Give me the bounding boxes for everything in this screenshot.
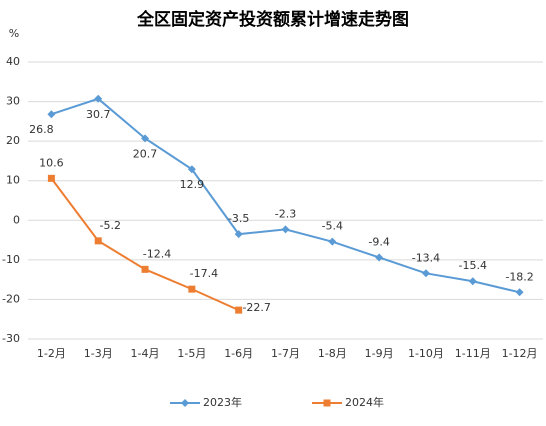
- y-tick-label: 30: [6, 95, 20, 108]
- data-label: -22.7: [242, 301, 270, 314]
- y-tick-label: 40: [6, 55, 20, 68]
- point: [141, 265, 149, 273]
- data-label: -5.2: [99, 219, 120, 232]
- data-label: -17.4: [190, 267, 218, 280]
- x-tick-label: 1-5月: [177, 347, 206, 360]
- x-tick-label: 1-10月: [408, 347, 444, 360]
- y-tick-label: 10: [6, 174, 20, 187]
- y-tick-label: 0: [13, 213, 20, 226]
- data-label: 30.7: [86, 108, 111, 121]
- x-tick-label: 1-9月: [365, 347, 394, 360]
- x-tick-label: 1-2月: [37, 347, 66, 360]
- legend-label: 2024年: [345, 395, 384, 409]
- data-label: -18.2: [505, 270, 533, 283]
- data-label: 20.7: [133, 147, 158, 160]
- point: [47, 110, 56, 119]
- point: [188, 285, 196, 293]
- point: [47, 174, 55, 182]
- data-label: -2.3: [275, 207, 296, 220]
- point: [94, 94, 103, 103]
- data-label: -12.4: [143, 247, 171, 260]
- y-tick-label: 20: [6, 134, 20, 147]
- x-tick-label: 1-12月: [502, 347, 538, 360]
- x-tick-label: 1-3月: [84, 347, 113, 360]
- point: [187, 165, 196, 174]
- x-tick-label: 1-8月: [318, 347, 347, 360]
- point: [281, 225, 290, 234]
- x-tick-label: 1-11月: [455, 347, 491, 360]
- data-label: -3.5: [228, 212, 249, 225]
- point: [421, 269, 430, 278]
- point: [234, 230, 243, 239]
- data-label: 10.6: [39, 156, 64, 169]
- point: [328, 237, 337, 246]
- data-label: -9.4: [368, 235, 389, 248]
- data-label: 12.9: [180, 178, 205, 191]
- point: [141, 134, 150, 143]
- data-label: -15.4: [459, 259, 487, 272]
- y-tick-label: -20: [2, 292, 20, 305]
- point: [235, 306, 243, 314]
- y-tick-label: -30: [2, 332, 20, 345]
- y-tick-label: -10: [2, 253, 20, 266]
- legend-label: 2023年: [203, 395, 242, 409]
- point: [375, 253, 384, 262]
- data-label: -13.4: [412, 251, 440, 264]
- data-label: 26.8: [29, 123, 54, 136]
- x-tick-label: 1-6月: [224, 347, 253, 360]
- chart-title: 全区固定资产投资额累计增速走势图: [136, 9, 409, 30]
- point: [515, 288, 524, 297]
- series-line: [50, 177, 240, 312]
- data-label: -5.4: [322, 220, 343, 233]
- y-axis-label: %: [9, 27, 19, 40]
- x-tick-label: 1-7月: [271, 347, 300, 360]
- point: [323, 399, 331, 407]
- x-tick-label: 1-4月: [131, 347, 160, 360]
- point: [468, 277, 477, 286]
- point: [94, 237, 102, 245]
- series-line: [51, 97, 520, 294]
- point: [181, 399, 189, 407]
